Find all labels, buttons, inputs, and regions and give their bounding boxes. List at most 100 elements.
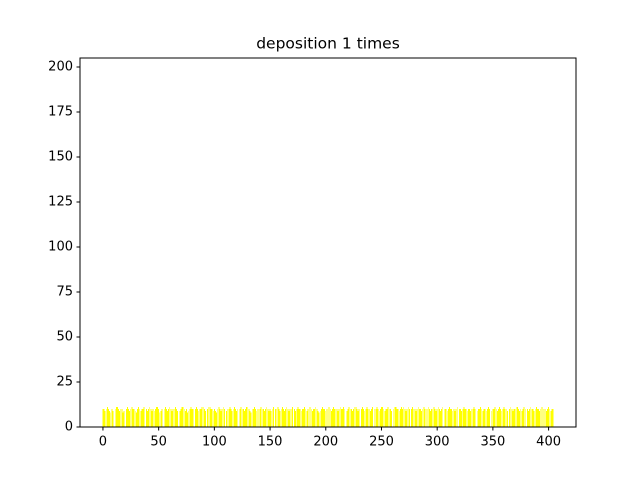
y-tick-label: 0 [65,420,73,435]
bar [422,409,424,427]
bar [550,410,552,427]
bar [513,409,515,427]
bar [403,407,405,427]
bar [333,407,335,427]
bar [367,409,369,427]
bar [374,409,376,427]
bar [131,407,133,427]
bar [489,409,490,427]
bar [368,409,370,427]
bar [386,409,388,427]
bar [407,407,409,427]
bar [177,410,179,427]
bar [186,409,187,427]
bar [287,409,289,427]
bar [301,409,303,427]
bar [472,409,474,427]
bar [309,407,311,427]
bar [294,409,296,427]
bars [102,407,554,427]
bar [242,409,244,427]
bar [459,409,460,427]
bar [163,409,165,427]
bar [272,407,274,427]
bar [355,407,357,427]
bar [210,409,212,427]
x-tick-label: 200 [313,435,338,450]
bar [434,409,436,427]
bar [493,409,495,427]
bar [348,407,350,427]
bar [267,409,269,427]
bar [142,409,144,427]
bar [388,409,390,427]
bar [334,409,336,427]
bar [209,407,211,427]
bar [363,409,365,427]
bar [306,410,308,427]
bar [445,409,447,427]
bar [455,409,457,427]
bar [189,409,191,427]
bar [215,410,216,427]
bar [406,409,408,427]
bar [278,409,280,427]
bar [150,409,152,427]
bar [147,410,148,427]
bar [413,409,415,427]
bar [270,410,272,427]
bar [134,410,136,427]
bar [112,410,114,427]
bar [271,409,273,427]
bar [453,409,455,427]
x-tick-label: 150 [258,435,283,450]
bar [277,407,279,427]
x-tick-label: 250 [369,435,394,450]
bar [223,409,225,427]
bar [118,409,119,427]
bar [201,407,203,427]
bar [230,409,232,427]
bar [245,409,247,427]
bar [435,410,437,427]
bar [276,409,278,427]
bar [122,412,124,427]
bar [167,410,169,427]
bar [182,407,184,427]
bar [462,409,464,427]
y-tick-label: 150 [48,150,73,165]
bar [192,409,194,427]
bar [141,409,143,427]
bar [442,407,444,427]
bar [479,409,480,427]
bar [217,409,219,427]
bar [259,409,261,427]
bar [284,410,285,427]
bar [352,410,353,427]
bar [158,409,160,427]
bar [487,407,489,427]
bar [330,410,332,427]
bar [440,410,441,427]
bar [474,409,476,427]
bar [188,410,190,427]
bar [427,407,429,427]
bar [416,409,418,427]
bar [298,409,300,427]
bar [282,409,284,427]
bar [450,409,451,427]
bar [491,410,493,427]
bar [321,407,323,427]
bar [135,412,137,427]
bar [476,410,478,427]
bar [171,410,173,427]
bar [535,407,537,427]
y-tick-label: 125 [48,195,73,210]
bar [500,409,502,427]
bar [477,409,479,427]
bar [512,410,514,427]
bar [362,407,363,427]
bar [336,409,338,427]
y-tick-label: 175 [48,105,73,120]
